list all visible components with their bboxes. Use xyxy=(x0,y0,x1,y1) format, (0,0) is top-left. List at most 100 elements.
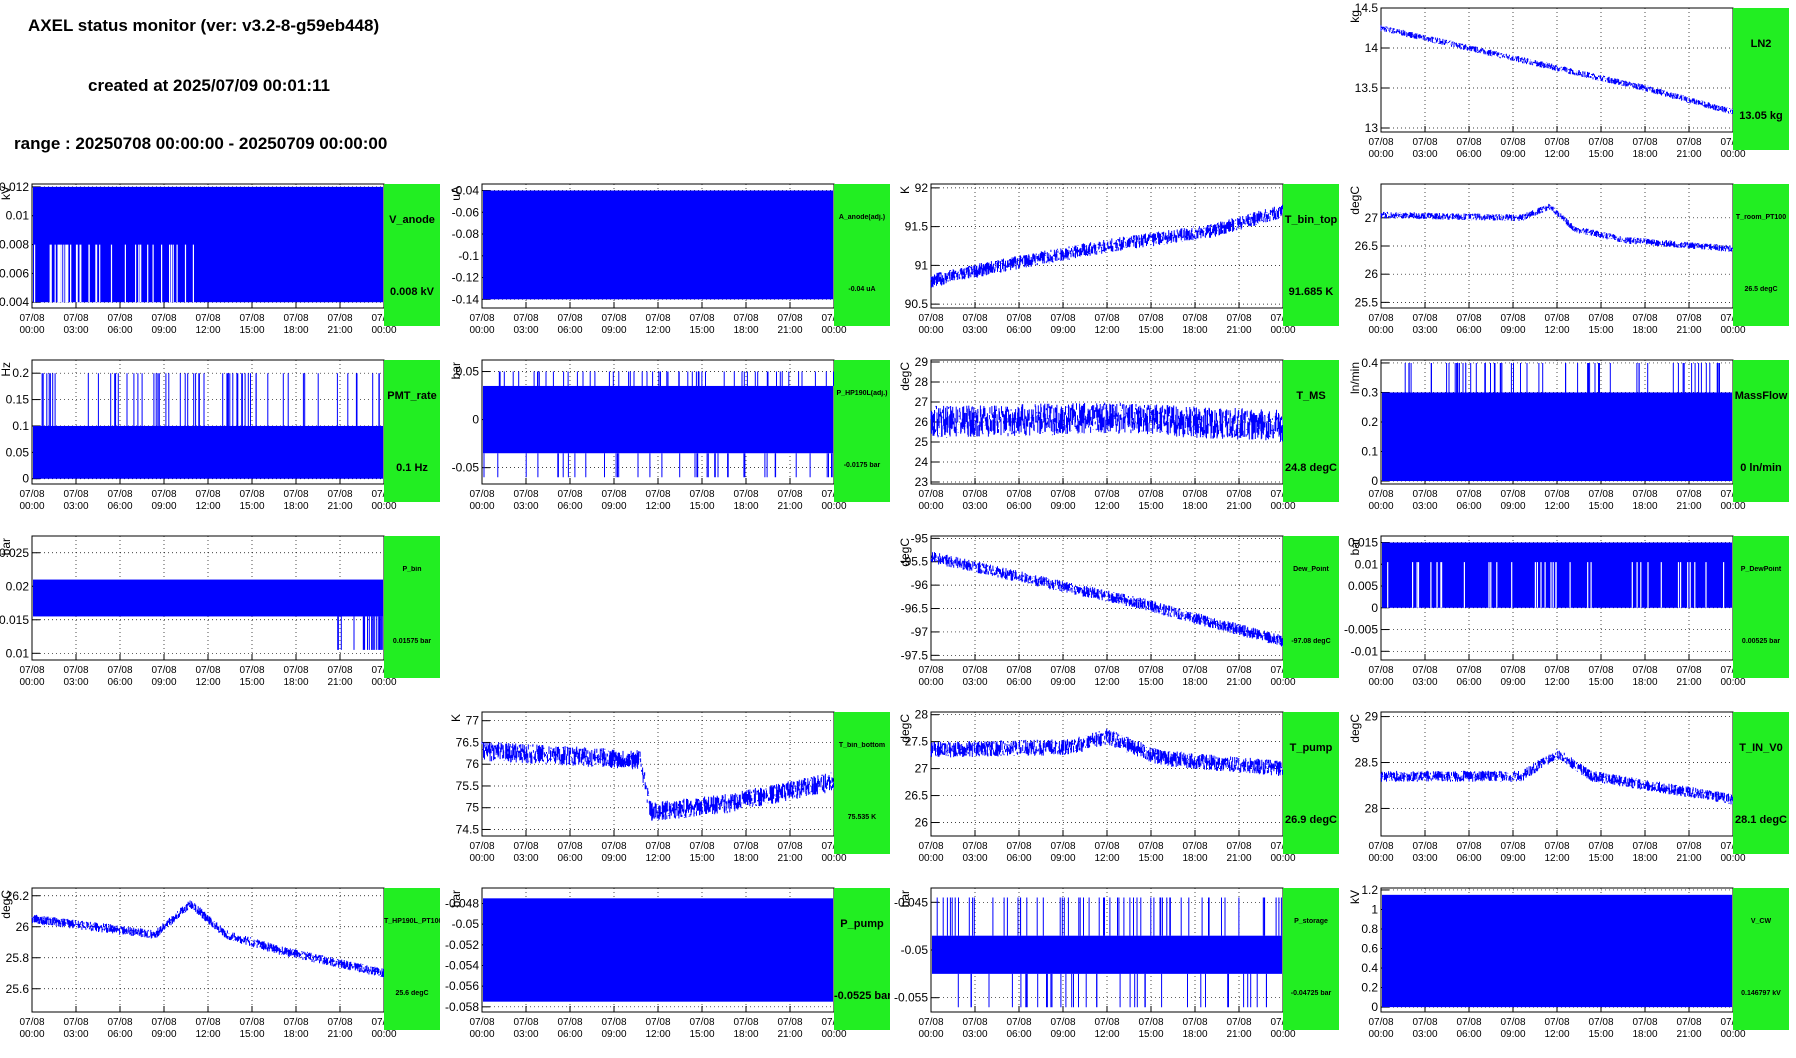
x-tick-label-date: 07/08 xyxy=(513,489,538,500)
chart-panel-t-room-pt100: 25.5 26 26.5 27 07/08 00:00 07/08 03:00 07/08 06:… xyxy=(1348,183,1796,336)
y-tick-label: 14 xyxy=(1365,41,1379,55)
y-tick-label: 26 xyxy=(915,816,929,830)
x-tick-label-date: 07/08 xyxy=(19,313,44,324)
x-tick-label-date: 07/08 xyxy=(1226,489,1251,500)
x-tick-label-time: 09:00 xyxy=(151,501,176,512)
x-tick-label-date: 07/08 xyxy=(918,841,943,852)
y-tick-label: 13 xyxy=(1365,121,1379,135)
x-tick-label-time: 09:00 xyxy=(601,853,626,864)
x-tick-label-time: 03:00 xyxy=(1412,501,1437,512)
x-tick-label-time: 09:00 xyxy=(601,325,626,336)
x-tick-label-time: 00:00 xyxy=(1368,853,1393,864)
y-tick-label: 27.5 xyxy=(905,735,929,749)
x-tick-label-date: 07/08 xyxy=(1006,489,1031,500)
x-tick-label-date: 07/08 xyxy=(962,841,987,852)
x-tick-label-time: 00:00 xyxy=(1720,1029,1745,1040)
y-tick-label: -0.05 xyxy=(452,461,480,475)
channel-name: V_anode xyxy=(389,214,435,226)
x-tick-label-time: 00:00 xyxy=(1368,325,1393,336)
x-tick-label-date: 07/08 xyxy=(1368,313,1393,324)
series-band xyxy=(1382,392,1732,482)
x-tick-label-time: 06:00 xyxy=(1456,853,1481,864)
x-tick-label-date: 07/08 xyxy=(962,1017,987,1028)
x-tick-label-time: 06:00 xyxy=(107,1029,132,1040)
series-line xyxy=(337,616,383,650)
y-tick-label: 0.4 xyxy=(1361,961,1378,975)
x-tick-label-time: 00:00 xyxy=(1270,501,1295,512)
x-tick-label-date: 07/08 xyxy=(1588,137,1613,148)
x-tick-label-time: 21:00 xyxy=(1226,501,1251,512)
x-tick-label-date: 07/08 xyxy=(557,489,582,500)
x-tick-label-time: 03:00 xyxy=(63,325,88,336)
x-tick-label-date: 07/08 xyxy=(63,665,88,676)
status-box: T_room_PT100 26.5 degC xyxy=(1733,184,1789,326)
x-tick-label-time: 09:00 xyxy=(1500,1029,1525,1040)
x-tick-label-time: 00:00 xyxy=(821,501,846,512)
x-tick-label-time: 00:00 xyxy=(918,853,943,864)
y-tick-label: -95 xyxy=(911,531,929,545)
y-tick-label: -0.05 xyxy=(901,943,929,957)
x-tick-label-time: 00:00 xyxy=(1368,1029,1393,1040)
chart-svg: -0.048 -0.05 -0.052 -0.054 -0.056 -0.058 07/08… xyxy=(445,887,847,1040)
x-tick-label-date: 07/08 xyxy=(1138,1017,1163,1028)
series-line xyxy=(936,897,1282,1008)
x-tick-label-time: 12:00 xyxy=(195,677,220,688)
x-tick-label-date: 07/08 xyxy=(63,313,88,324)
x-tick-label-time: 03:00 xyxy=(513,325,538,336)
x-tick-label-time: 15:00 xyxy=(1138,501,1163,512)
x-tick-label-date: 07/08 xyxy=(1050,313,1075,324)
chart-panel-t-in-v0: 28 28.5 29 07/08 00:00 07/08 03:00 07/08 06:00 07… xyxy=(1348,710,1796,864)
y-axis-label: kV xyxy=(0,186,13,200)
x-tick-label-date: 07/08 xyxy=(777,841,802,852)
x-tick-label-time: 03:00 xyxy=(1412,1029,1437,1040)
y-tick-label: 26.5 xyxy=(1355,239,1379,253)
y-tick-label: 90.5 xyxy=(905,297,929,311)
chart-panel-v-cw: 0 0.2 0.4 0.6 0.8 1 1.2 07/08 00:00 07/08 03:00 07/… xyxy=(1348,883,1796,1040)
x-tick-label-time: 00:00 xyxy=(1270,1029,1295,1040)
x-tick-label-date: 07/08 xyxy=(557,1017,582,1028)
x-tick-label-time: 00:00 xyxy=(469,853,494,864)
y-tick-label: -0.048 xyxy=(445,897,479,911)
series-band xyxy=(33,579,383,617)
x-tick-label-time: 06:00 xyxy=(557,325,582,336)
channel-name: P_bin xyxy=(402,566,422,573)
y-tick-label: 14.5 xyxy=(1355,1,1379,15)
x-tick-label-time: 21:00 xyxy=(1676,853,1701,864)
x-tick-label-date: 07/08 xyxy=(1050,489,1075,500)
x-tick-label-time: 12:00 xyxy=(1544,853,1569,864)
x-tick-label-date: 07/08 xyxy=(1676,137,1701,148)
x-tick-label-date: 07/08 xyxy=(1632,313,1657,324)
x-tick-label-date: 07/08 xyxy=(777,1017,802,1028)
x-tick-label-date: 07/08 xyxy=(1588,841,1613,852)
x-tick-label-date: 07/08 xyxy=(1456,137,1481,148)
x-tick-label-date: 07/08 xyxy=(689,841,714,852)
channel-name: PMT_rate xyxy=(387,390,437,402)
y-tick-label: 0.1 xyxy=(12,419,29,433)
x-tick-label-time: 03:00 xyxy=(1412,325,1437,336)
x-tick-label-time: 09:00 xyxy=(1500,149,1525,160)
chart-svg: 74.57575.57676.57707/0800:0007/0803:0007… xyxy=(449,711,847,864)
x-tick-label-date: 07/08 xyxy=(239,489,264,500)
y-axis-label: degC xyxy=(898,362,912,391)
x-tick-label-date: 07/08 xyxy=(1676,313,1701,324)
y-tick-label: 25.8 xyxy=(6,951,30,965)
chart-panel-massflow: 0 0.1 0.2 0.3 0.4 07/08 00:00 07/08 03:00 07/08 06… xyxy=(1348,356,1796,512)
x-tick-label-date: 07/08 xyxy=(689,313,714,324)
status-box: P_pump -0.0525 bar xyxy=(834,888,890,1030)
channel-name: T_room_PT100 xyxy=(1735,214,1787,221)
y-axis-label: uA xyxy=(449,186,463,201)
x-tick-label-date: 07/08 xyxy=(1050,665,1075,676)
monitor-title: AXEL status monitor (ver: v3.2-8-g59eb44… xyxy=(28,16,380,35)
x-tick-label-date: 07/08 xyxy=(1368,665,1393,676)
series-line xyxy=(1380,749,1734,805)
channel-value: 0.00525 bar xyxy=(1741,638,1781,645)
y-tick-label: -0.058 xyxy=(445,1000,479,1014)
y-tick-label: 0.05 xyxy=(6,445,30,459)
x-tick-label-time: 03:00 xyxy=(1412,677,1437,688)
x-tick-label-time: 15:00 xyxy=(239,325,264,336)
x-tick-label-time: 18:00 xyxy=(1632,677,1657,688)
x-tick-label-date: 07/08 xyxy=(1182,841,1207,852)
y-tick-label: 25 xyxy=(915,435,929,449)
x-tick-label-date: 07/08 xyxy=(1588,313,1613,324)
x-tick-label-date: 07/08 xyxy=(107,313,132,324)
